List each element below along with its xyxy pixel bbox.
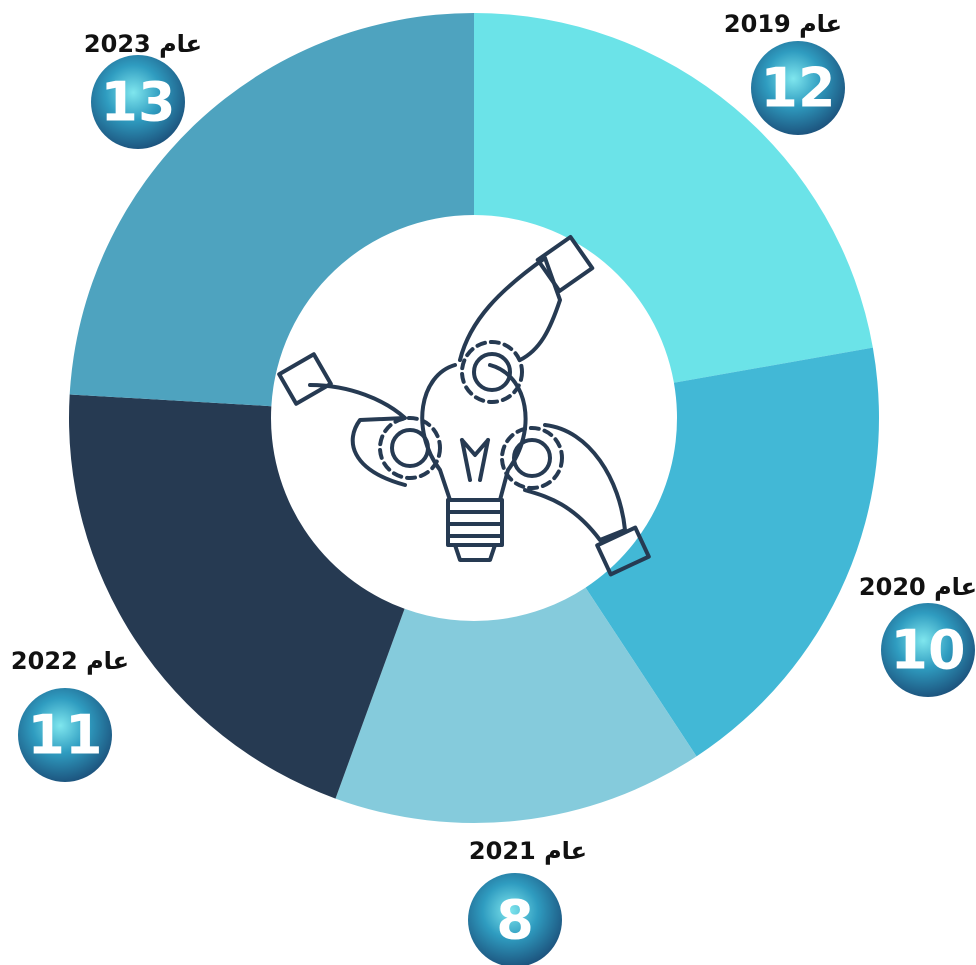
- category-label: عام 2021: [469, 837, 587, 865]
- center-icon: [279, 237, 649, 574]
- category-label: عام 2019: [724, 10, 842, 38]
- value-label: 13: [100, 71, 175, 134]
- chart: 12 عام 2019 10 عام 2020 8 عام 2021 11 عام 2022 1…: [0, 0, 976, 965]
- donut-slice: [69, 394, 405, 798]
- page: 12 عام 2019 10 عام 2020 8 عام 2021 11 عام 2022 1…: [0, 0, 976, 965]
- category-label: عام 2020: [859, 573, 976, 601]
- category-label: عام 2023: [84, 30, 202, 58]
- value-label: 12: [760, 57, 835, 120]
- value-label: 10: [890, 619, 965, 682]
- donut: [69, 13, 879, 823]
- value-label: 11: [27, 704, 102, 767]
- category-label: عام 2022: [11, 647, 129, 675]
- value-label: 8: [496, 889, 534, 952]
